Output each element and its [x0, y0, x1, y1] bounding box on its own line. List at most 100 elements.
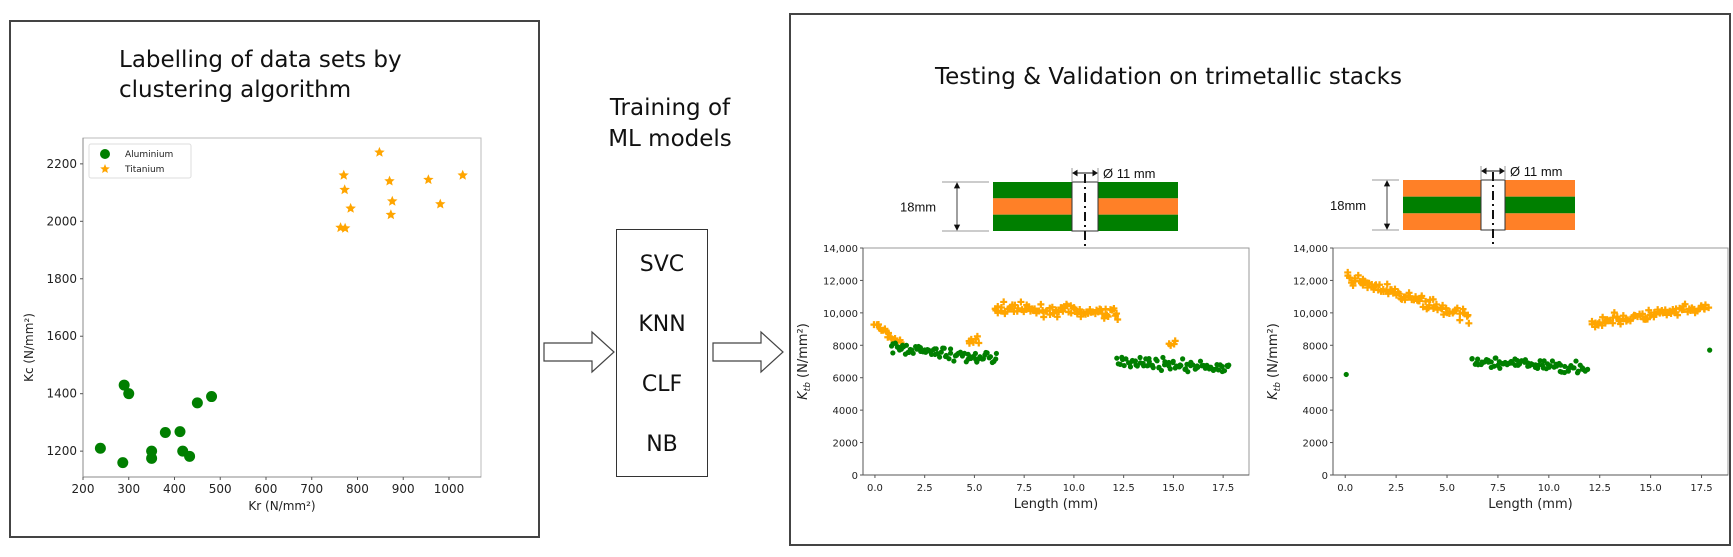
aluminium-point [951, 358, 957, 364]
titanium-point [1114, 316, 1122, 324]
aluminium-point [1493, 355, 1499, 361]
titanium-point [884, 329, 892, 337]
aluminium-point [1575, 368, 1581, 374]
aluminium-point [174, 426, 186, 438]
x-tick-label: 0.0 [867, 483, 883, 494]
aluminium-point [1141, 363, 1147, 369]
height-arrow-icon [1383, 180, 1391, 230]
plot-area [82, 137, 482, 478]
x-tick-label: 0.0 [1337, 483, 1353, 494]
stack-diagram-2: Ø 11 mm 18mm [1330, 164, 1575, 248]
aluminium-point [987, 354, 994, 360]
x-tick-label: 5.0 [966, 483, 982, 494]
aluminium-point [1180, 356, 1186, 362]
x-tick-label: 15.0 [1162, 483, 1184, 494]
aluminium-point [1127, 364, 1134, 370]
model-nb: NB [646, 432, 678, 457]
aluminium-point [993, 350, 1000, 357]
aluminium-point [1536, 362, 1542, 368]
model-svc: SVC [639, 252, 685, 277]
stack-layer [1098, 182, 1178, 199]
titanium-point [435, 198, 446, 209]
titanium-point [1037, 300, 1045, 308]
titanium-point [1048, 303, 1056, 311]
x-tick-label: 17.5 [1690, 483, 1712, 494]
legend-label-titanium: Titanium [124, 165, 164, 175]
aluminium-point [1137, 354, 1143, 361]
y-tick-label: 14,000 [1293, 244, 1328, 255]
aluminium-point [123, 388, 135, 400]
aluminium-point [1185, 369, 1191, 375]
x-tick-label: 7.5 [1490, 483, 1506, 494]
titanium-point [1626, 317, 1634, 325]
titanium-point [1617, 320, 1625, 328]
titanium-point [1643, 315, 1651, 323]
titanium-point [339, 184, 350, 195]
y-label-unit: (N/mm²) [796, 323, 811, 382]
y-tick-label: 6000 [833, 374, 858, 385]
titanium-point [1073, 310, 1081, 318]
titanium-point [1456, 316, 1464, 324]
x-tick-label: 600 [255, 482, 278, 496]
height-label: 18mm [1330, 198, 1366, 213]
aluminium-point [941, 345, 947, 351]
labelling-title-line2: clustering algorithm [119, 77, 352, 103]
titanium-point [1645, 306, 1653, 314]
titanium-point [1639, 310, 1646, 318]
aluminium-point [937, 354, 943, 360]
stack-layer [1403, 196, 1481, 214]
aluminium-point [1571, 365, 1577, 371]
titanium-point [1681, 300, 1689, 308]
stack-layer [1505, 180, 1575, 197]
validation-scatter-plot-1: 0.0 2.5 5.0 7.5 10.0 12.5 15.0 17.5 0 2000 4000 600… [796, 244, 1250, 512]
aluminium-point [1475, 356, 1481, 362]
x-tick-label: 800 [346, 482, 369, 496]
aluminium-point [1707, 347, 1713, 353]
titanium-point [973, 332, 981, 340]
titanium-point [1053, 313, 1061, 321]
aluminium-point [938, 349, 944, 355]
stack-layer [993, 198, 1072, 215]
y-tick-label: 1200 [46, 444, 77, 458]
titanium-point [1383, 280, 1391, 288]
x-tick-label: 2.5 [1388, 483, 1404, 494]
aluminium-point [892, 340, 898, 346]
y-label-unit: (N/mm²) [1266, 323, 1281, 382]
y-axis-label: Ktb (N/mm²) [1266, 323, 1283, 400]
aluminium-point [206, 391, 218, 403]
aluminium-point [1537, 358, 1543, 364]
stack-layer [1403, 213, 1481, 230]
aluminium-point [1160, 354, 1166, 361]
aluminium-point [1195, 364, 1201, 370]
x-tick-label: 5.0 [1439, 483, 1455, 494]
legend-circle-icon [100, 149, 110, 159]
aluminium-point [1190, 362, 1196, 368]
aluminium-point [1154, 358, 1160, 364]
plot-area [862, 247, 1250, 476]
titanium-point [1014, 304, 1022, 312]
y-tick-label: 8000 [833, 341, 858, 352]
titanium-point [1104, 312, 1112, 320]
y-label-main: K [1266, 390, 1281, 400]
height-label: 18mm [900, 200, 936, 215]
legend-star-icon [100, 164, 110, 173]
aluminium-point [1226, 362, 1232, 368]
training-title-line2: ML models [608, 126, 732, 152]
x-tick-label: 10.0 [1538, 483, 1560, 494]
stack-layer [993, 214, 1072, 231]
y-tick-label: 12,000 [1293, 276, 1328, 287]
y-tick-label: 2200 [46, 157, 77, 171]
aluminium-point [984, 350, 990, 356]
aluminium-point [1123, 356, 1129, 362]
x-tick-label: 10.0 [1063, 483, 1085, 494]
y-tick-label: 4000 [833, 406, 858, 417]
training-title: Training of ML models [600, 93, 740, 155]
titanium-point [339, 222, 351, 233]
stack-layer [1505, 213, 1575, 230]
titanium-point [1599, 313, 1607, 321]
titanium-point [387, 195, 398, 206]
titanium-point [1422, 297, 1430, 305]
y-tick-label: 2000 [1303, 439, 1328, 450]
titanium-point [1432, 300, 1440, 308]
